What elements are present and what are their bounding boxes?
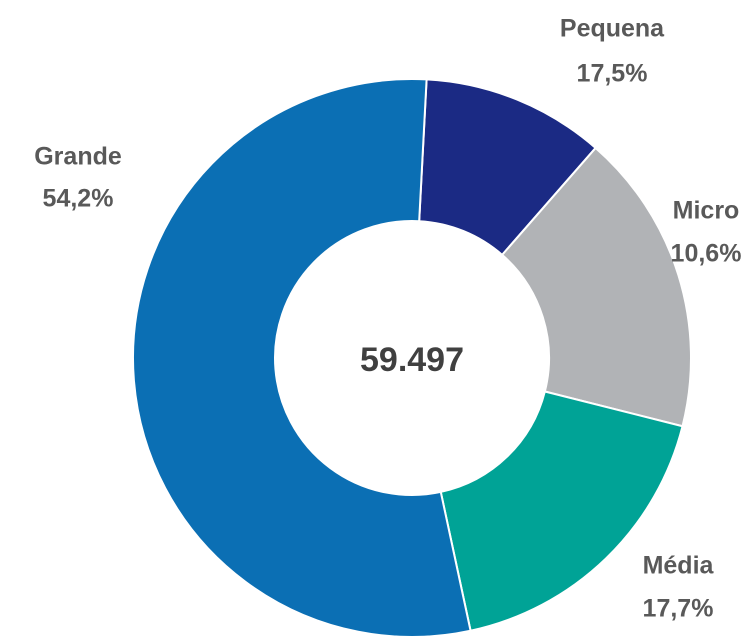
value-label: 17,7% bbox=[643, 595, 714, 623]
donut-segment bbox=[439, 390, 684, 632]
donut-segment bbox=[500, 146, 692, 428]
category-label: Média bbox=[643, 552, 715, 580]
category-label: Grande bbox=[34, 143, 122, 171]
center-total: 59.497 bbox=[360, 341, 464, 379]
value-label: 10,6% bbox=[671, 240, 742, 268]
category-label: Micro bbox=[673, 197, 740, 225]
value-label: 17,5% bbox=[577, 60, 648, 88]
donut-segment bbox=[132, 78, 472, 637]
category-label: Pequena bbox=[560, 15, 665, 43]
value-label: 54,2% bbox=[43, 185, 114, 213]
